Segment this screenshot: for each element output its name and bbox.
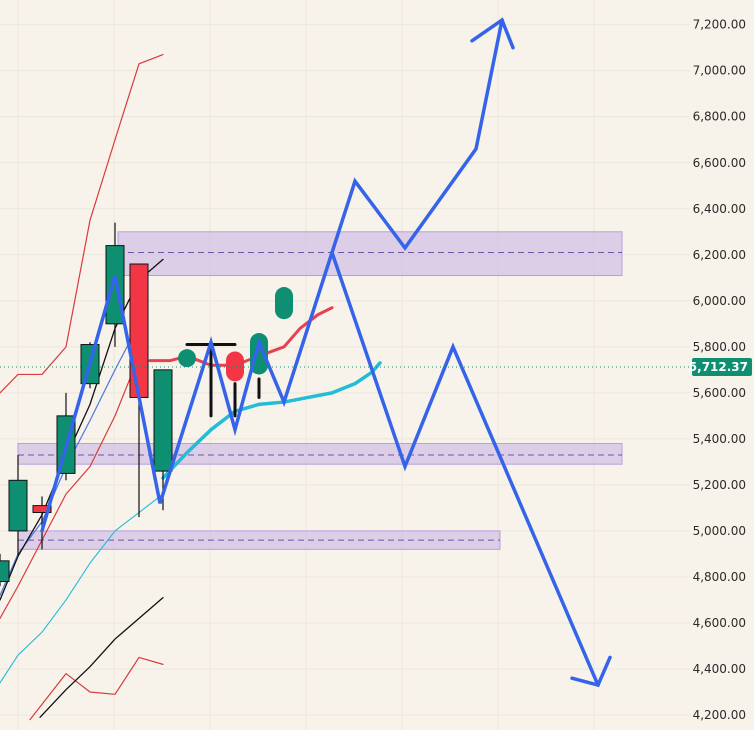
y-tick-label: 6,000.00 — [693, 294, 746, 308]
y-tick-label: 4,800.00 — [693, 570, 746, 584]
y-tick-label: 4,600.00 — [693, 616, 746, 630]
y-tick-label: 4,400.00 — [693, 662, 746, 676]
y-tick-label: 5,400.00 — [693, 432, 746, 446]
candle-body-1 — [8, 479, 28, 532]
rounded-candle-1 — [226, 351, 244, 382]
current-price-label: 5,712.37 — [689, 360, 748, 374]
rounded-candle-3 — [275, 287, 293, 320]
y-tick-label: 5,200.00 — [693, 478, 746, 492]
candle-body-7 — [153, 369, 173, 472]
y-tick-label: 5,800.00 — [693, 340, 746, 354]
y-tick-label: 5,600.00 — [693, 386, 746, 400]
candle-body-0 — [0, 560, 10, 583]
rounded-candle-0 — [178, 349, 196, 368]
zone-1 — [17, 442, 623, 465]
projection-paths — [40, 17, 612, 688]
y-tick-label: 6,400.00 — [693, 202, 746, 216]
series-line-band_red-0 — [0, 54, 164, 394]
price-axis: 4,200.00 4,400.00 4,600.00 4,800.00 5,000.00… — [689, 18, 752, 722]
y-tick-label: 5,000.00 — [693, 524, 746, 538]
projection-path-1 — [330, 250, 600, 687]
projection-path-0 — [40, 18, 504, 533]
zone-0 — [117, 231, 623, 277]
arrowhead-0 — [470, 17, 515, 50]
candle-body-2 — [32, 505, 52, 514]
y-tick-label: 6,800.00 — [693, 110, 746, 124]
series-line-ma_cyan_thin-4 — [0, 493, 164, 684]
y-tick-label: 4,200.00 — [693, 708, 746, 722]
y-tick-label: 7,200.00 — [693, 18, 746, 32]
arrowhead-1 — [570, 655, 612, 688]
y-tick-label: 6,600.00 — [693, 156, 746, 170]
series-line-band_red-2 — [29, 656, 164, 721]
y-tick-label: 6,200.00 — [693, 248, 746, 262]
candle-body-6 — [129, 263, 149, 398]
series-line-ma_black-6 — [39, 596, 164, 718]
current-price-tag — [692, 358, 752, 377]
series-line-band_red-1 — [0, 355, 140, 619]
y-tick-label: 7,000.00 — [693, 64, 746, 78]
